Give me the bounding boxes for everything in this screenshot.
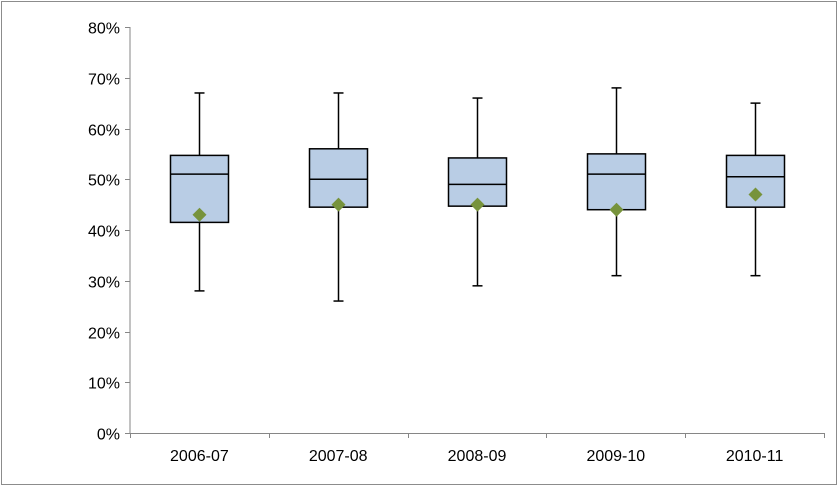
x-tick-label: 2008-09 (448, 448, 507, 465)
y-tick-label: 10% (88, 376, 120, 393)
plot-area (169, 87, 786, 302)
y-tick-label: 70% (88, 72, 120, 89)
mean-marker (748, 187, 763, 202)
x-tick-label: 2009-10 (586, 448, 645, 465)
mean-marker (609, 202, 624, 217)
x-tick-label: 2006-07 (170, 448, 229, 465)
box-2008-09 (447, 97, 508, 287)
mean-marker (192, 207, 207, 222)
y-tick-label: 50% (88, 173, 120, 190)
iqr-box (586, 153, 647, 211)
y-tick-label: 30% (88, 275, 120, 292)
x-axis: 2006-07 2007-08 2008-09 2009-10 2010-11 (130, 433, 825, 465)
y-axis: 0% 10% 20% 30% 40% 50% 60% 70% 80% (88, 21, 131, 444)
box-2009-10 (586, 87, 647, 277)
y-tick-label: 60% (88, 123, 120, 140)
y-tick-label: 0% (97, 427, 120, 444)
box-2006-07 (169, 92, 230, 292)
y-tick-label: 40% (88, 224, 120, 241)
y-tick-label: 80% (88, 21, 120, 38)
x-tick-label: 2007-08 (309, 448, 368, 465)
y-tick-label: 20% (88, 326, 120, 343)
mean-marker (470, 197, 485, 212)
x-tick-label: 2010-11 (726, 448, 784, 465)
box-2007-08 (308, 92, 369, 302)
box-2010-11 (725, 102, 786, 277)
iqr-box (308, 148, 369, 208)
mean-marker (331, 197, 346, 212)
